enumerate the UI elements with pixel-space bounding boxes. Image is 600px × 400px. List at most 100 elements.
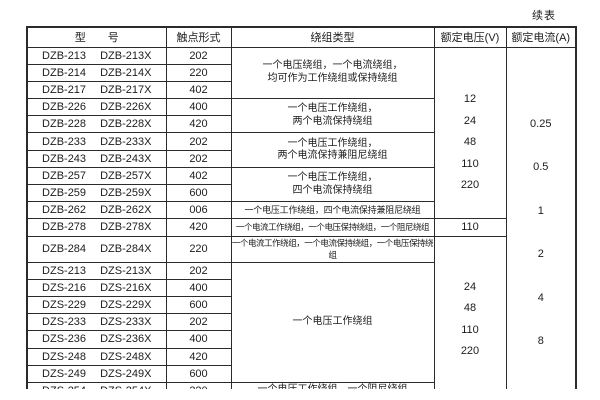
model-x-variant: DZS-229X xyxy=(100,299,152,312)
voltage-value: 24 xyxy=(463,114,477,127)
model-x-variant: DZB-257X xyxy=(100,169,152,182)
model-pair: DZS-229 DZS-229X xyxy=(28,299,165,312)
model-x-variant: DZS-213X xyxy=(100,264,152,277)
model-base: DZB-278 xyxy=(42,221,87,234)
current-value: 2 xyxy=(537,248,544,261)
model-base: DZB-228 xyxy=(42,118,87,131)
table-row: DZB-213 DZB-213X 202 一个电压绕组，一个电流绕组， 均可作为工作绕组… xyxy=(26,46,577,389)
current-value: 1 xyxy=(537,204,544,217)
column-header-0: 型 号 xyxy=(26,26,167,48)
contact-form-cell: 202 xyxy=(165,313,232,332)
model-cell: DZB-262 DZB-262X xyxy=(26,201,167,220)
winding-type-line: 一个电压工作绕组，四个电流保持兼阻尼绕组 xyxy=(244,205,421,216)
contact-form-cell: 202 xyxy=(165,149,232,168)
contact-form-cell: 420 xyxy=(165,347,232,366)
model-x-variant: DZB-228X xyxy=(100,118,152,131)
current-value: 0.5 xyxy=(533,161,549,174)
model-pair: DZB-284 DZB-284X xyxy=(28,243,165,255)
table-row: DZB-278 DZB-278X 420 一个电流工作绕组，一个电压保持绕组，一个阻尼… xyxy=(26,218,576,237)
model-pair: DZB-243 DZB-243X xyxy=(28,152,165,165)
model-pair: DZB-257 DZB-257X xyxy=(28,169,165,182)
contact-form-cell: 220 xyxy=(165,381,232,389)
model-pair: DZS-249 DZS-249X xyxy=(28,367,165,380)
table-row: DZS-229 DZS-229X 600 xyxy=(26,295,576,315)
model-base: DZB-226 xyxy=(42,101,87,114)
model-x-variant: DZB-262X xyxy=(100,204,152,217)
model-base: DZS-254 xyxy=(42,385,86,389)
rated-current-cell: 0.25 0.5 1 2 4 8 xyxy=(505,46,577,389)
model-base: DZB-243 xyxy=(42,152,87,165)
model-base: DZS-229 xyxy=(42,299,87,312)
voltage-value: 110 xyxy=(461,323,479,336)
winding-type-cell: 一个电压工作绕组，四个电流保持兼阻尼绕组 xyxy=(230,201,435,220)
contact-form-cell: 220 xyxy=(165,63,232,82)
contact-form-cell: 202 xyxy=(165,261,232,280)
rated-voltage-cell: 110 xyxy=(433,218,507,237)
current-value: 0.25 xyxy=(530,117,552,130)
model-pair: DZS-248 DZS-248X xyxy=(28,350,165,363)
model-cell: DZB-226 DZB-226X xyxy=(26,98,167,117)
voltage-values: 12 24 48 110 220 xyxy=(435,69,505,197)
voltage-value: 110 xyxy=(461,221,479,234)
model-cell: DZS-249 DZS-249X xyxy=(26,364,167,383)
model-base: DZB-214 xyxy=(42,66,87,79)
model-cell: DZS-216 DZS-216X xyxy=(26,278,167,297)
model-x-variant: DZB-226X xyxy=(100,101,152,114)
model-x-variant: DZB-278X xyxy=(100,221,152,234)
model-pair: DZS-216 DZS-216X xyxy=(28,282,165,294)
model-base: DZB-257 xyxy=(42,169,87,182)
model-base: DZS-233 xyxy=(42,316,87,329)
model-base: DZB-262 xyxy=(42,204,87,217)
winding-type-line: 均可作为工作绕组或保持绕组 xyxy=(267,72,398,84)
model-x-variant: DZS-254X xyxy=(100,385,151,389)
model-cell: DZB-228 DZB-228X xyxy=(26,115,167,134)
voltage-values: 24 48 110 220 xyxy=(435,273,505,363)
table-row: DZB-214 DZB-214X 220 xyxy=(26,63,576,82)
model-x-variant: DZB-217X xyxy=(100,83,152,96)
model-pair: DZB-262 DZB-262X xyxy=(28,204,165,217)
winding-type-line: 一个电压工作绕组，一个阻尼绕组 xyxy=(232,384,433,389)
winding-type-cell: 一个电压工作绕组， 两个电流保持兼阻尼绕组 xyxy=(230,132,435,168)
contact-form-cell: 600 xyxy=(165,183,232,203)
model-cell: DZB-217 DZB-217X xyxy=(26,80,167,100)
model-base: DZB-213 xyxy=(42,49,87,62)
model-x-variant: DZS-249X xyxy=(100,367,152,380)
model-pair: DZB-217 DZB-217X xyxy=(28,83,165,96)
winding-type-line: 一个电压工作绕组， xyxy=(287,137,378,149)
contact-form-cell: 202 xyxy=(165,132,232,151)
contact-form-cell: 600 xyxy=(165,364,232,383)
model-base: DZB-217 xyxy=(42,83,87,96)
model-cell: DZB-233 DZB-233X xyxy=(26,132,167,151)
model-cell: DZB-278 DZB-278X xyxy=(26,218,167,237)
winding-type-cell: 一个电流工作绕组，一个电流保持绕组，一个电压保持绕组 xyxy=(230,235,435,263)
voltage-value: 24 xyxy=(463,280,477,293)
table-row: DZS-213 DZS-213X 202 一个电压工作绕组 xyxy=(26,261,576,383)
model-pair: DZB-233 DZB-233X xyxy=(28,136,165,148)
model-pair: DZS-213 DZS-213X xyxy=(28,264,165,277)
table-row: DZS-236 DZS-236X 400 xyxy=(26,330,576,349)
table-row: DZB-262 DZB-262X 006 一个电压工作绕组，四个电流保持兼阻尼绕组 xyxy=(26,201,576,220)
model-base: DZS-248 xyxy=(42,350,87,363)
contact-form-cell: 202 xyxy=(165,46,232,65)
voltage-value: 220 xyxy=(460,345,480,358)
voltage-values: 110 xyxy=(435,221,505,234)
current-values: 0.25 0.5 1 2 4 8 xyxy=(507,83,575,364)
voltage-value: 110 xyxy=(461,157,479,170)
winding-type-line: 一个电流工作绕组，一个电流保持绕组，一个电压保持绕组 xyxy=(231,237,434,261)
model-x-variant: DZB-259X xyxy=(100,187,152,200)
contact-form-cell: 420 xyxy=(165,115,232,134)
contact-form-cell: 400 xyxy=(165,98,232,117)
winding-type-cell: 一个电压工作绕组 xyxy=(230,261,435,383)
winding-type-line: 一个电压绕组，一个电流绕组， xyxy=(262,60,403,72)
table-row: DZB-217 DZB-217X 402 xyxy=(26,80,576,100)
model-cell: DZB-214 DZB-214X xyxy=(26,63,167,82)
winding-type-cell: 一个电压工作绕组，一个阻尼绕组 xyxy=(230,381,435,389)
model-base: DZB-259 xyxy=(42,187,87,200)
model-pair: DZB-214 DZB-214X xyxy=(28,66,165,79)
contact-form-cell: 220 xyxy=(165,235,232,263)
spec-table-container: 型 号触点形式 绕组类型 额定电压(V) 额定电流(A) DZB-213 DZB-213… xyxy=(26,26,579,389)
table-row: DZB-243 DZB-243X 202 xyxy=(26,149,576,168)
winding-type-cell: 一个电压工作绕组， 两个电流保持绕组 xyxy=(230,98,435,134)
winding-type-line: 一个电压工作绕组 xyxy=(292,315,373,327)
contact-form-cell: 400 xyxy=(165,330,232,349)
